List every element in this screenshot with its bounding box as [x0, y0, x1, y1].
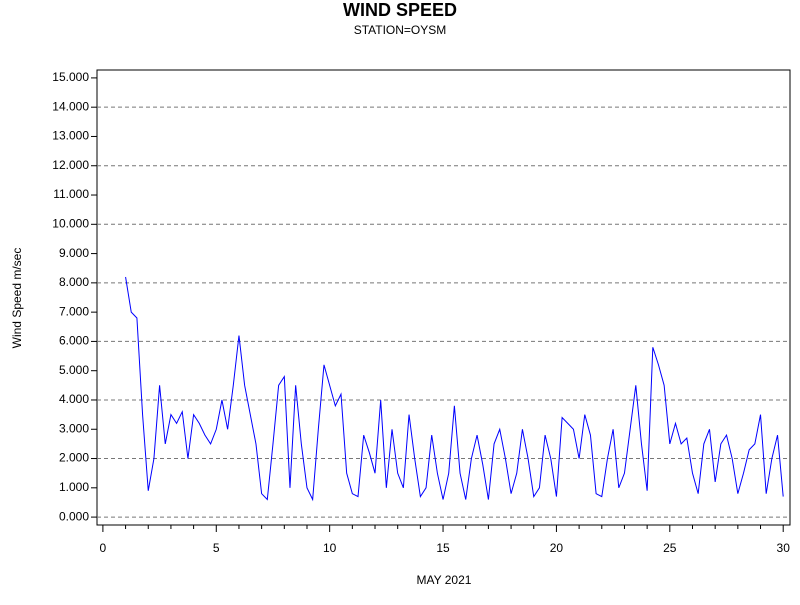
y-tick-label: 15.000: [52, 70, 89, 84]
y-tick-label: 1.000: [59, 480, 89, 494]
y-tick-label: 13.000: [52, 129, 89, 143]
y-axis-label: Wind Speed m/sec: [10, 248, 24, 349]
y-tick-label: 10.000: [52, 216, 89, 230]
y-tick-label: 11.000: [53, 187, 89, 201]
plot-frame: [96, 69, 791, 526]
y-tick-label: 0.000: [59, 509, 89, 523]
x-axis-label: MAY 2021: [417, 573, 472, 587]
x-tick-label: 25: [663, 541, 677, 555]
x-tick-label: 15: [436, 541, 450, 555]
y-tick-label: 8.000: [59, 275, 89, 289]
y-tick-label: 14.000: [52, 99, 89, 113]
y-tick-label: 6.000: [59, 334, 89, 348]
y-tick-label: 7.000: [59, 304, 89, 318]
y-tick-label: 3.000: [59, 421, 89, 435]
x-tick-label: 20: [550, 541, 564, 555]
y-tick-label: 4.000: [59, 392, 89, 406]
chart-title: WIND SPEED: [343, 0, 457, 20]
wind-speed-line: [125, 276, 784, 502]
x-tick-label: 5: [213, 541, 220, 555]
y-tick-label: 2.000: [59, 451, 89, 465]
x-tick-label: 10: [323, 541, 337, 555]
chart-subtitle: STATION=OYSM: [354, 23, 447, 37]
y-tick-label: 5.000: [59, 363, 89, 377]
y-tick-label: 9.000: [59, 246, 89, 260]
y-tick-label: 12.000: [52, 158, 89, 172]
x-tick-label: 0: [100, 541, 107, 555]
x-tick-label: 30: [777, 541, 791, 555]
